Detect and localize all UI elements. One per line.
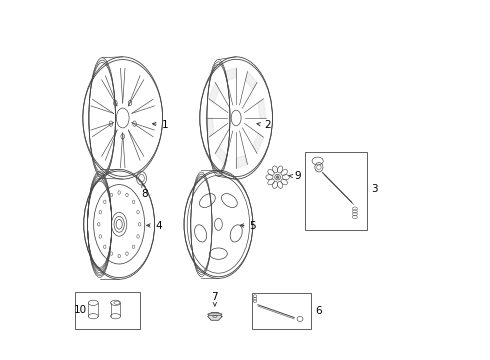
- Polygon shape: [209, 82, 220, 103]
- Text: 8: 8: [142, 183, 148, 199]
- Text: 4: 4: [147, 221, 162, 231]
- Text: 3: 3: [371, 184, 378, 194]
- Bar: [75, 292, 141, 329]
- Bar: [305, 152, 368, 230]
- Polygon shape: [208, 312, 222, 320]
- Ellipse shape: [208, 313, 222, 316]
- Polygon shape: [225, 68, 236, 81]
- Text: 9: 9: [288, 171, 300, 181]
- Bar: [252, 293, 311, 329]
- Text: 2: 2: [257, 120, 271, 130]
- Polygon shape: [258, 99, 266, 118]
- Text: 1: 1: [152, 120, 169, 130]
- Polygon shape: [236, 155, 247, 168]
- Polygon shape: [207, 118, 214, 137]
- Ellipse shape: [276, 176, 279, 179]
- Text: 6: 6: [315, 306, 321, 316]
- Polygon shape: [253, 134, 264, 153]
- Text: 10: 10: [74, 305, 87, 315]
- Text: 7: 7: [212, 292, 218, 306]
- Polygon shape: [215, 147, 227, 165]
- Polygon shape: [245, 72, 257, 89]
- Text: 5: 5: [241, 221, 256, 231]
